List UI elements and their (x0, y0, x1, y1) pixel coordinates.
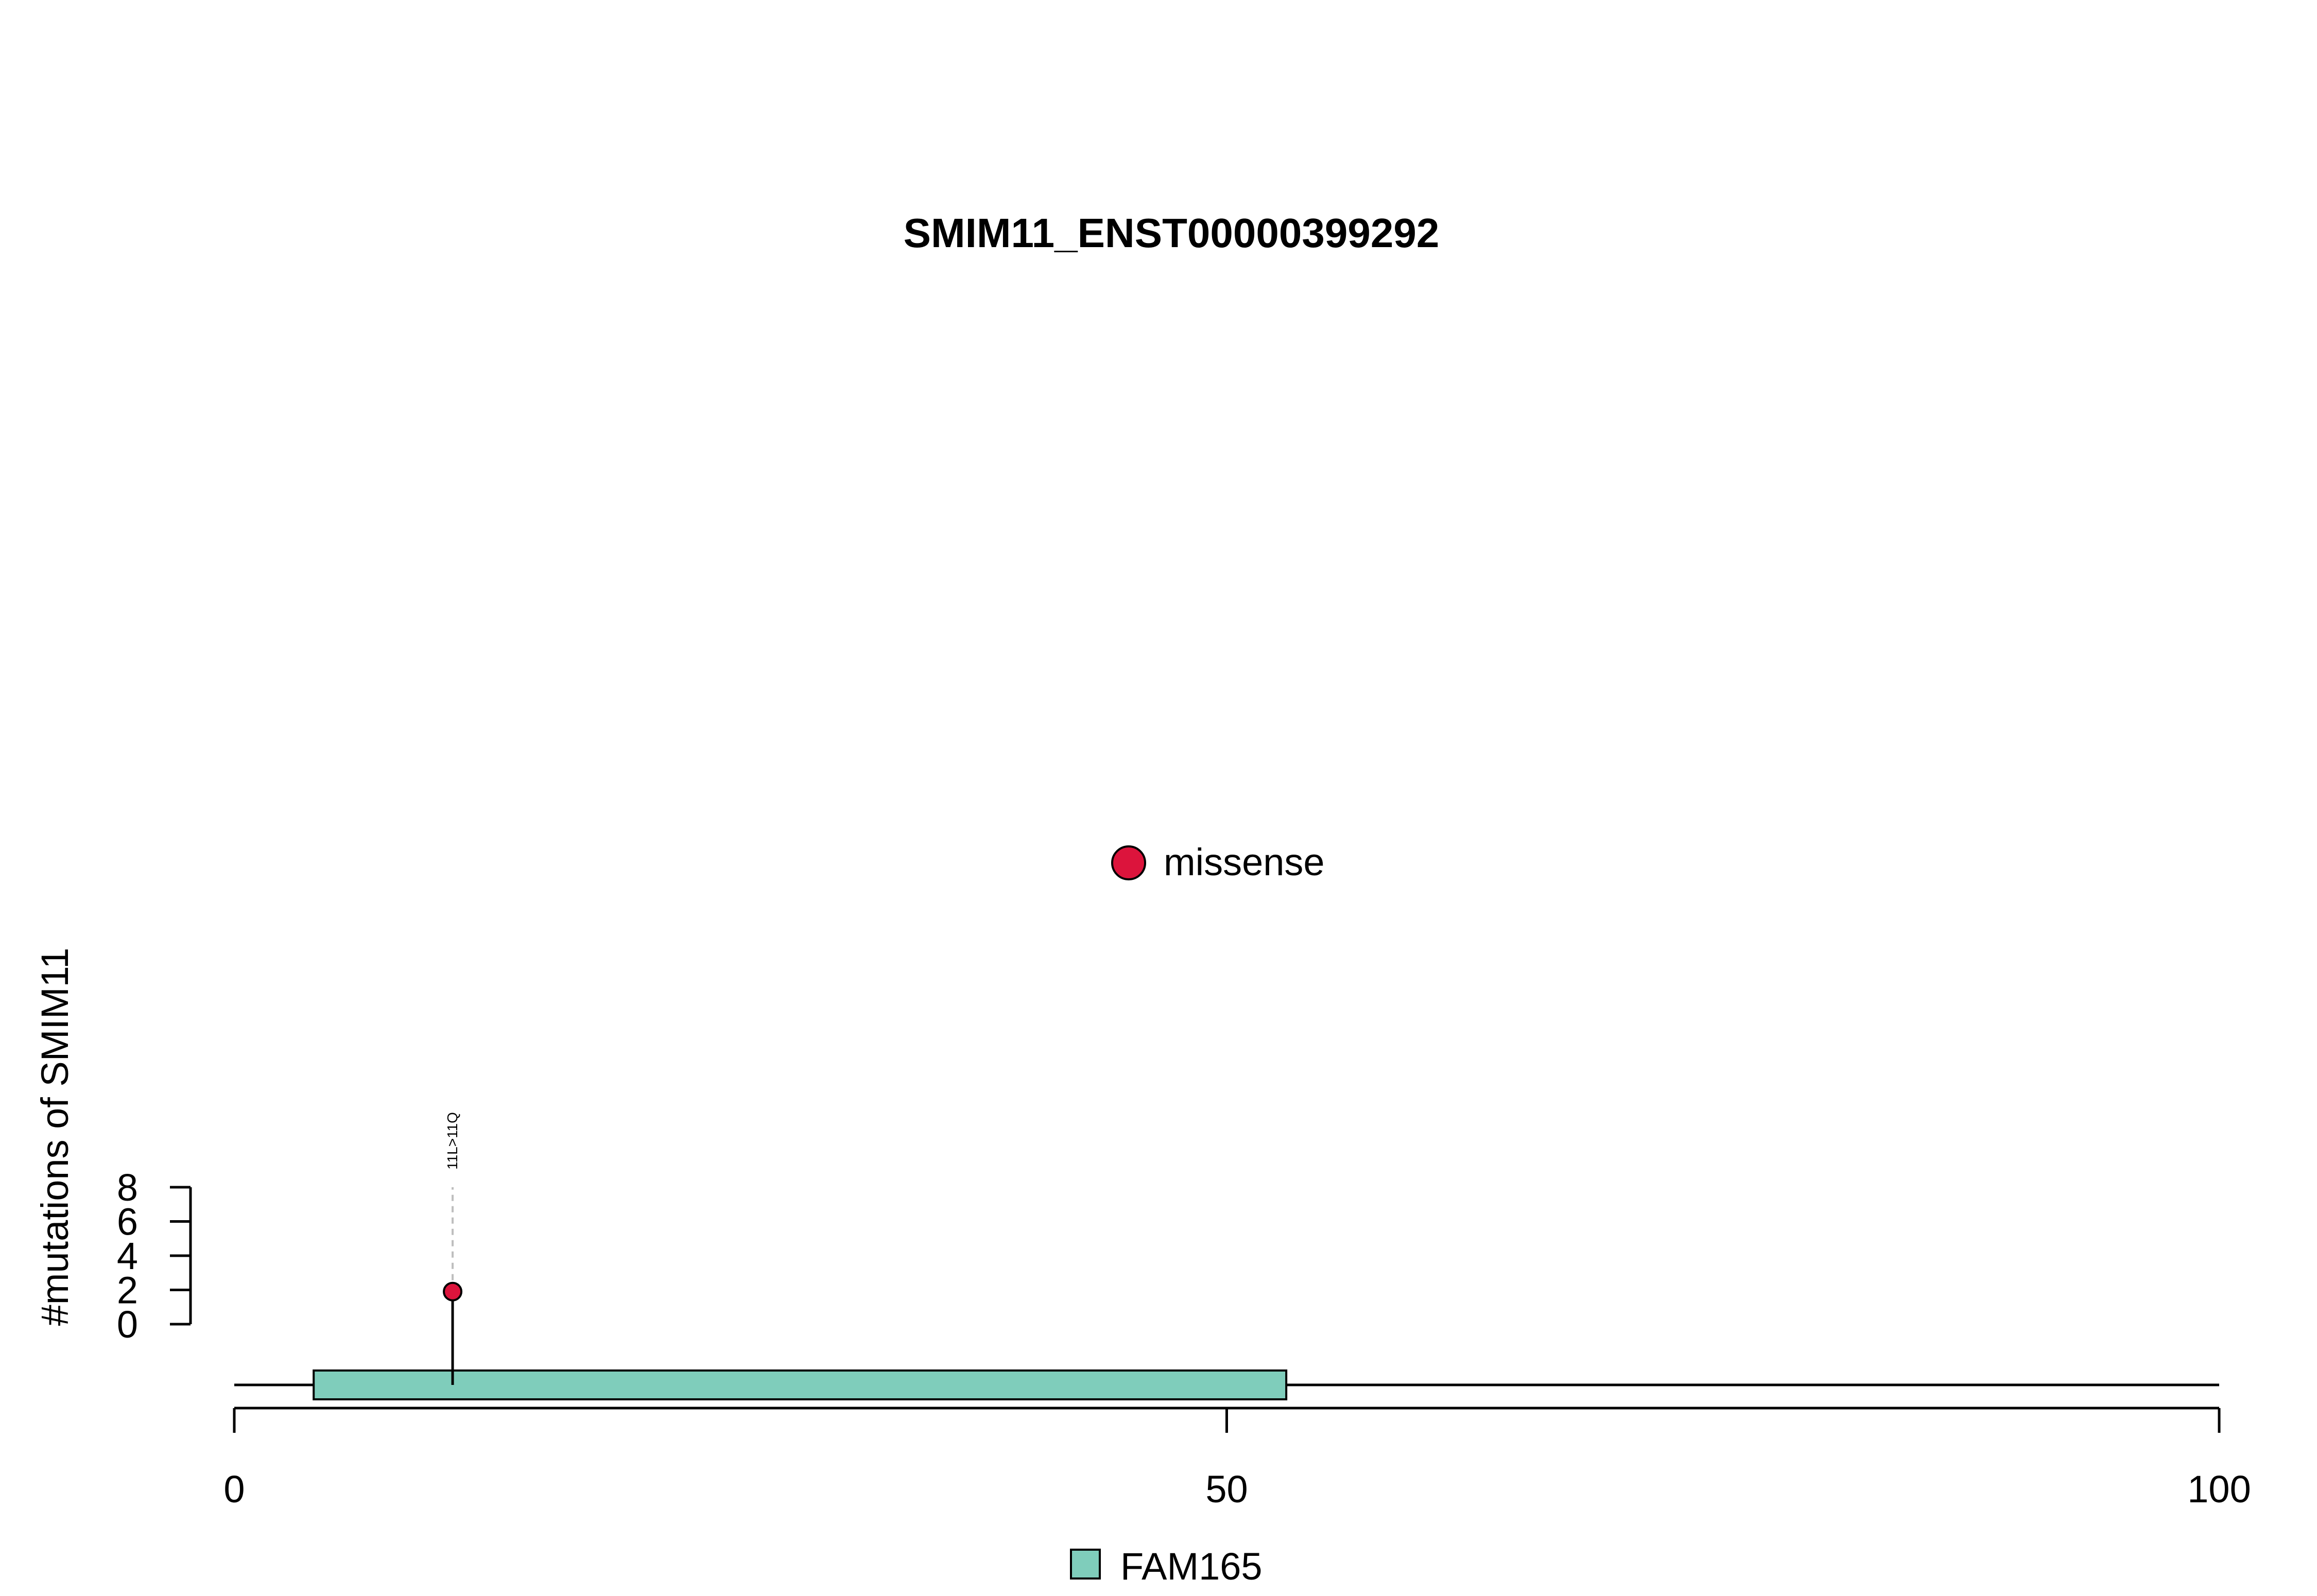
x-tick-label-100: 100 (2187, 1468, 2251, 1511)
domain-legend: FAM165 (1070, 1545, 1263, 1588)
legend-fam165-label: FAM165 (1120, 1545, 1263, 1588)
legend-missense-marker (1111, 845, 1146, 880)
y-tick-label-6: 6 (117, 1201, 138, 1243)
domains (313, 1369, 1288, 1400)
y-axis-label: #mutations of SMIM11 (33, 948, 76, 1326)
chart-title: SMIM11_ENST00000399292 (904, 210, 1440, 256)
legend-missense-label: missense (1164, 841, 1325, 883)
legend-fam165-swatch (1070, 1549, 1101, 1580)
x-tick-label-0: 0 (223, 1468, 245, 1511)
y-tick-label-4: 4 (117, 1235, 138, 1277)
y-tick-label-2: 2 (117, 1269, 138, 1312)
y-tick-label-8: 8 (117, 1166, 138, 1209)
mutations: 11L>11Q (443, 1112, 463, 1385)
mutation-point-missense (443, 1281, 463, 1302)
y-tick-label-0: 0 (117, 1303, 138, 1346)
domain-fam165 (313, 1369, 1288, 1400)
x-tick-label-50: 50 (1205, 1468, 1248, 1511)
mutation-legend: missense (1111, 841, 1325, 883)
x-axis: 0 50 100 (223, 1407, 2251, 1511)
mutation-label: 11L>11Q (444, 1112, 460, 1170)
